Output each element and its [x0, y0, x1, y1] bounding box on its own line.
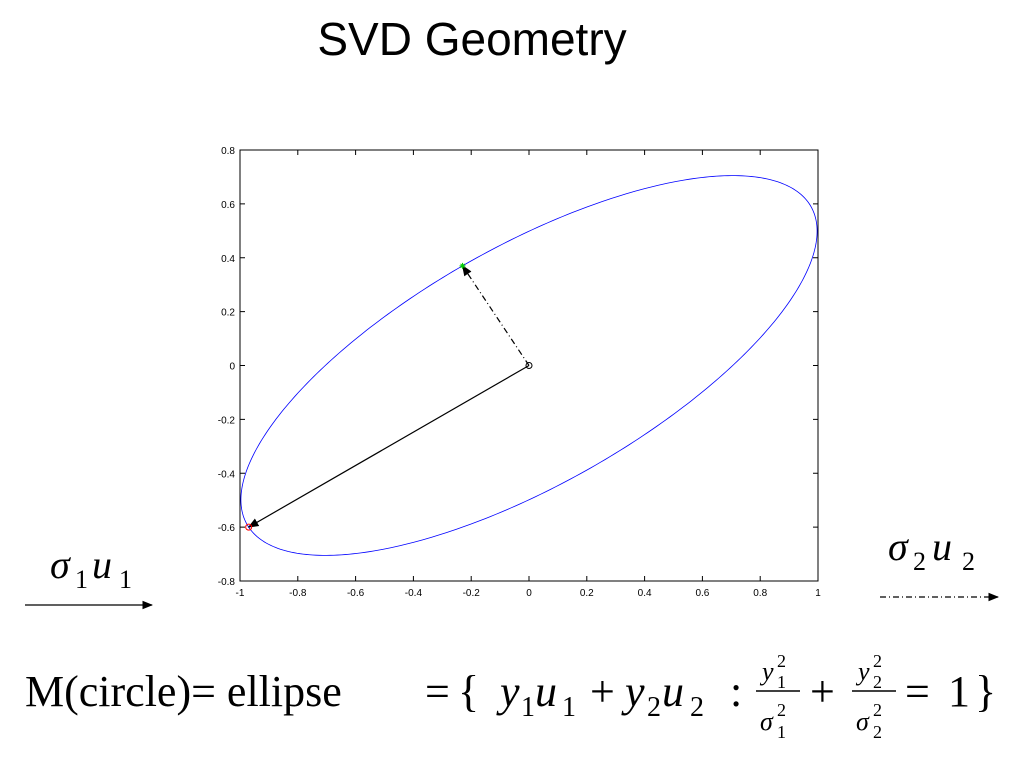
- formula-part: σ: [760, 707, 774, 736]
- formula-part: +: [810, 667, 835, 716]
- formula-part: =: [425, 667, 450, 716]
- formula-part: +: [590, 667, 615, 716]
- formula-part: M(circle)= ellipse: [25, 667, 342, 716]
- vector-label: σ 1 u 1: [50, 542, 132, 594]
- y-tick-label: -0.2: [218, 415, 236, 426]
- formula-part: u: [662, 667, 684, 716]
- formula-part: y: [621, 667, 645, 716]
- vector-arrow: [247, 364, 530, 528]
- formula-part: y: [496, 667, 520, 716]
- y-tick-label: -0.6: [218, 523, 236, 534]
- y-tick-label: 0: [229, 362, 235, 373]
- formula: M(circle)= ellipse = { y 1 u 1 + y 2 u 2…: [25, 651, 996, 742]
- formula-part: 2: [873, 651, 882, 671]
- formula-part: 1: [777, 722, 786, 742]
- y-tick-label: -0.4: [218, 469, 236, 480]
- label-part: 1: [119, 565, 132, 594]
- formula-part: 1: [562, 692, 576, 723]
- formula-part: =: [905, 667, 930, 716]
- x-tick-label: 0: [526, 588, 532, 599]
- label-part: 2: [913, 547, 926, 576]
- y-tick-label: 0.4: [221, 254, 235, 265]
- label-part: u: [932, 524, 952, 569]
- vector-label: σ 2 u 2: [888, 524, 975, 576]
- slide-title: SVD Geometry: [317, 13, 626, 65]
- x-tick-label: -0.8: [289, 588, 307, 599]
- ellipse: [240, 175, 818, 556]
- x-tick-label: 0.8: [753, 588, 767, 599]
- vector-end-marker: [245, 523, 253, 531]
- y-tick-label: 0.6: [221, 200, 235, 211]
- center-marker: [525, 362, 533, 369]
- formula-part: y: [855, 657, 870, 686]
- formula-part: 2: [777, 651, 786, 671]
- formula-part: 2: [873, 722, 882, 742]
- plot: -1 -0.8 -0.6 -0.4 -0.2 0 0.2 0.4 0.6 0.8 1-0.8-0.6…: [218, 146, 821, 599]
- formula-part: 1: [948, 667, 970, 716]
- formula-part: 2: [873, 700, 882, 720]
- label-part: 2: [962, 547, 975, 576]
- formula-part: 2: [690, 692, 704, 723]
- formula-part: 2: [777, 700, 786, 720]
- label-part: u: [92, 542, 112, 587]
- x-tick-label: 0.6: [695, 588, 709, 599]
- x-tick-label: 0.4: [638, 588, 652, 599]
- y-tick-label: 0.2: [221, 308, 235, 319]
- label-part: σ: [888, 524, 909, 569]
- formula-part: 1: [521, 692, 535, 723]
- formula-part: y: [759, 657, 774, 686]
- formula-part: σ: [856, 707, 870, 736]
- label-part: σ: [50, 542, 71, 587]
- x-tick-label: -0.6: [347, 588, 365, 599]
- y-tick-label: 0.8: [221, 146, 235, 157]
- formula-part: {: [458, 667, 479, 716]
- formula-part: 2: [873, 672, 882, 692]
- formula-part: 1: [777, 672, 786, 692]
- y-tick-label: -0.8: [218, 577, 236, 588]
- x-tick-label: -1: [236, 588, 245, 599]
- x-tick-label: 0.2: [580, 588, 594, 599]
- x-tick-label: -0.4: [405, 588, 423, 599]
- x-tick-label: 1: [815, 588, 821, 599]
- label-part: 1: [75, 565, 88, 594]
- formula-part: :: [730, 667, 742, 716]
- formula-part: }: [975, 667, 996, 716]
- x-tick-label: -0.2: [463, 588, 481, 599]
- vector-end-marker: [459, 262, 466, 269]
- formula-part: 2: [647, 692, 661, 723]
- formula-part: u: [535, 667, 557, 716]
